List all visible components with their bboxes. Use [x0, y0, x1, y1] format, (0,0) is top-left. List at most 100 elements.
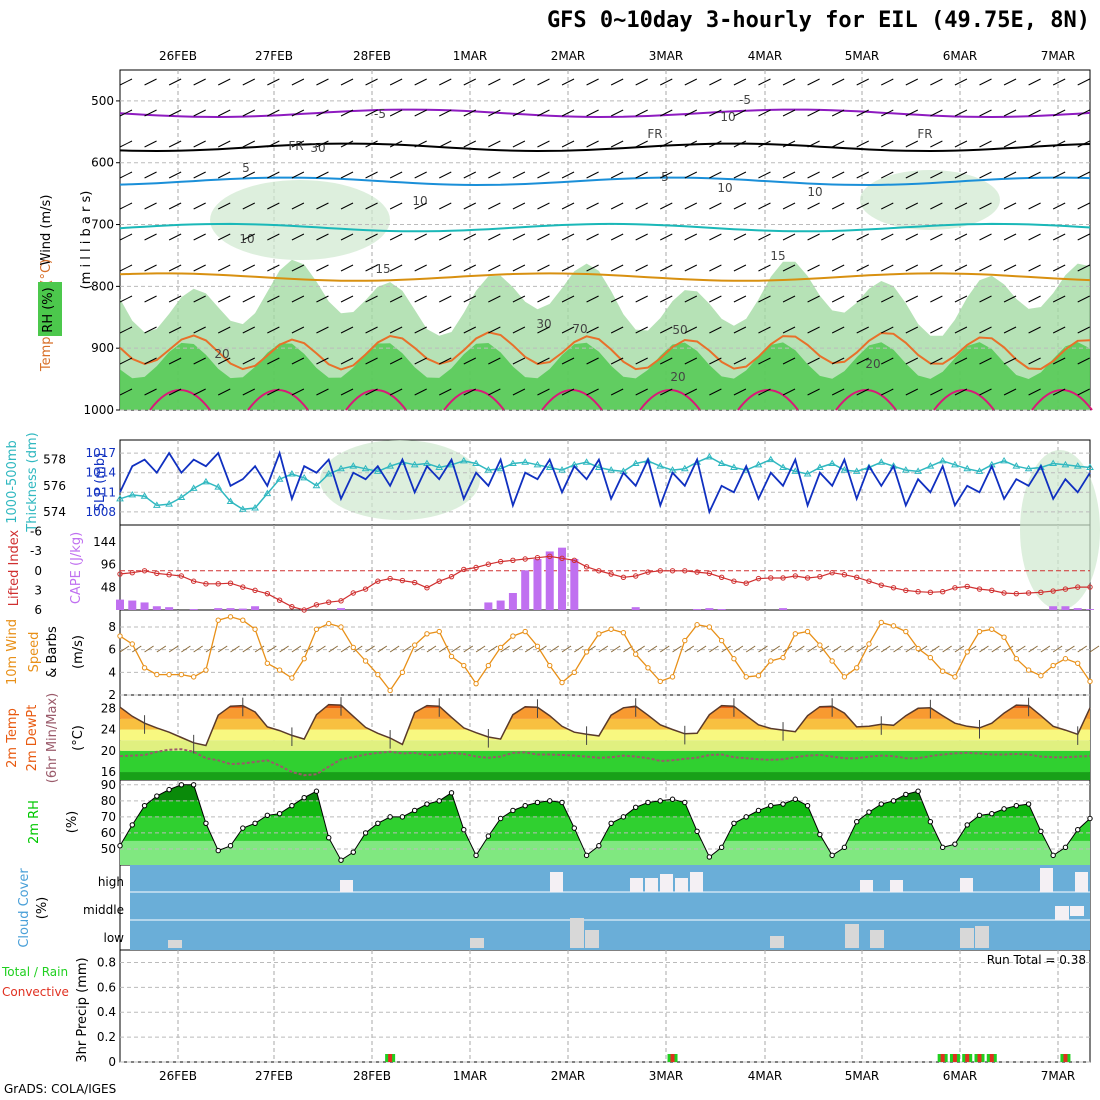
wind-barb: [561, 388, 575, 396]
label-rh-units: (%): [65, 811, 80, 834]
surface-wind-barb: [217, 645, 228, 653]
wind-barb: [635, 295, 648, 303]
wind-barb: [881, 357, 894, 365]
thickness-point: [533, 460, 542, 468]
li-point: [694, 569, 700, 575]
li-tick-label: -3: [30, 544, 42, 558]
li-point: [461, 566, 467, 573]
wind-speed-point: [952, 674, 958, 680]
cloud-level-low: low: [104, 931, 125, 945]
wind-barb: [463, 109, 477, 117]
wind-barb: [709, 326, 722, 334]
wind-barb: [1003, 109, 1017, 117]
wind-barb: [1003, 295, 1017, 303]
wind-barb: [979, 357, 992, 365]
wind-barb: [930, 388, 943, 396]
surface-wind-barb: [709, 645, 719, 653]
wind-barb: [1052, 388, 1066, 396]
date-label-bottom: 4MAR: [748, 1069, 783, 1083]
label-minmax: (6hr Min/Max): [45, 693, 60, 783]
thickness-point: [791, 467, 800, 474]
thickness-point: [803, 470, 812, 477]
wind-speed-point: [461, 662, 467, 669]
wind-barb: [979, 295, 992, 303]
precip-tick-label: 0.8: [97, 955, 116, 969]
li-point: [792, 573, 799, 579]
wind-barb: [954, 78, 968, 86]
thickness-point: [140, 492, 149, 499]
wind-barb: [709, 140, 722, 148]
wind-barb: [144, 326, 157, 334]
wind-barb: [684, 326, 698, 334]
surface-wind-barb: [353, 645, 363, 653]
date-label-bottom: 2MAR: [551, 1069, 586, 1083]
wind-barb: [119, 140, 133, 148]
thickness-point: [337, 464, 345, 472]
wind-barb: [242, 264, 256, 272]
wind-barb: [1003, 264, 1017, 272]
wind-barb: [242, 78, 256, 86]
wind-barb: [439, 140, 452, 148]
wind-barb: [144, 78, 157, 86]
wind-barb: [463, 357, 477, 365]
cloud-low-bar: [960, 928, 974, 948]
wind-speed-point: [485, 662, 492, 669]
wind-barb: [660, 357, 673, 365]
surface-wind-barb: [1089, 645, 1100, 653]
contour-label: 5: [661, 170, 669, 184]
rh-point: [866, 809, 872, 815]
cape-bar: [128, 600, 137, 610]
li-point: [129, 570, 135, 576]
wind-barb: [561, 326, 575, 334]
rh-point: [854, 818, 860, 825]
wind-barb: [119, 109, 133, 117]
wind-barb: [119, 295, 133, 303]
rh-point: [817, 831, 823, 838]
cloud-mid-bar: [1055, 906, 1069, 920]
wind-barb: [561, 202, 575, 210]
wind-barb: [635, 202, 648, 210]
surface-wind-barb: [365, 645, 375, 653]
rh-point: [755, 807, 762, 814]
wind-speed-point: [706, 624, 713, 630]
rh-point: [804, 802, 811, 809]
wind-barb: [856, 357, 869, 365]
wind-barb: [831, 388, 845, 396]
wind-barb: [660, 264, 673, 272]
wind-barb: [1077, 140, 1090, 148]
rh-point: [927, 818, 934, 825]
thickness-point: [128, 490, 137, 498]
wind-barb: [709, 388, 722, 396]
wind-barb: [193, 326, 206, 334]
li-point: [276, 597, 283, 603]
wind-barb: [1077, 326, 1090, 334]
wind-barb: [881, 233, 894, 241]
wind-barb: [218, 171, 231, 179]
wind-speed-point: [203, 667, 209, 673]
li-point: [620, 574, 627, 581]
wind-barb: [488, 109, 501, 117]
wind-barb: [758, 326, 771, 334]
wind-barb: [954, 326, 968, 334]
wind-barb: [561, 78, 575, 86]
wind-speed-point: [632, 651, 639, 657]
li-point: [547, 553, 553, 560]
wind-barb: [439, 357, 452, 365]
rh-point: [559, 799, 565, 806]
wind-barb: [782, 326, 796, 334]
wind-barb: [905, 357, 919, 365]
wind-barb: [316, 109, 329, 117]
li-tick-label: 0: [34, 564, 42, 578]
date-label-bottom: 26FEB: [159, 1069, 197, 1083]
wind-barb: [316, 388, 329, 396]
cape-bar: [1049, 606, 1058, 610]
thickness-point: [1073, 462, 1082, 469]
wind-speed-point: [424, 631, 430, 637]
li-point: [240, 584, 246, 590]
precip-convective-bar: [388, 1054, 393, 1062]
li-point: [878, 582, 884, 588]
li-tick-label: 6: [34, 603, 42, 617]
li-point: [178, 573, 185, 579]
wind-barb: [660, 295, 673, 303]
wind-speed-point: [215, 617, 221, 623]
